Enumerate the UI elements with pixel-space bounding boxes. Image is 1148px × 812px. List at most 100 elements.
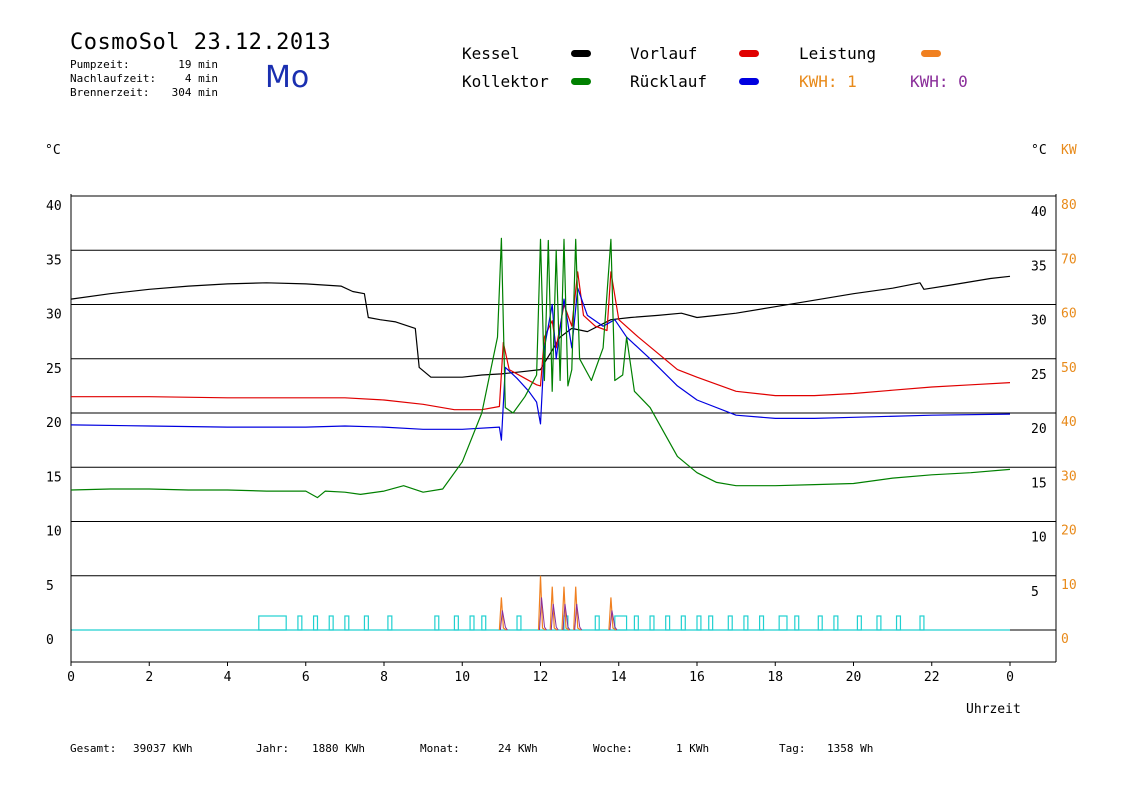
right-unit-kw-label: KW (1061, 143, 1077, 158)
x-tick-label: 18 (767, 670, 783, 685)
x-tick-label: 10 (454, 670, 470, 685)
right-kw-tick-label: 40 (1061, 415, 1077, 430)
weekday-label: Mo (265, 60, 310, 95)
right-kw-tick-label: 0 (1061, 632, 1069, 647)
legend-vorlauf-label: Vorlauf (630, 44, 698, 63)
pump-marker (817, 615, 823, 631)
series-vorlauf (71, 271, 1011, 411)
x-tick-label: 20 (846, 670, 862, 685)
pump-marker (434, 615, 440, 631)
left-tick-label: 0 (46, 633, 54, 648)
right-c-tick-label: 15 (1031, 476, 1047, 491)
burner-time-row: Brennerzeit: 304 min (70, 86, 218, 99)
left-tick-label: 5 (46, 579, 54, 594)
left-tick-label: 20 (46, 416, 62, 431)
right-kw-tick-label: 30 (1061, 469, 1077, 484)
series-kollektor (70, 237, 1011, 499)
kwh-spike (499, 610, 508, 631)
x-tick-label: 4 (224, 670, 232, 685)
right-kw-tick-label: 10 (1061, 578, 1077, 593)
x-tick-label: 2 (145, 670, 153, 685)
pump-marker (633, 615, 639, 631)
kwh-spike (539, 597, 547, 631)
footer-monat-label: Monat: (420, 742, 460, 755)
kwh-spike (562, 603, 571, 631)
pump-marker (758, 615, 765, 631)
chart-title: CosmoSol 23.12.2013 (70, 30, 332, 55)
pump-marker (876, 615, 882, 631)
right-kw-tick-label: 70 (1061, 252, 1077, 267)
right-kw-tick-label: 50 (1061, 361, 1077, 376)
pump-marker (833, 615, 839, 631)
legend-kollektor-label: Kollektor (462, 72, 549, 91)
pump-marker (312, 615, 319, 631)
pump-marker (856, 615, 862, 631)
pump-marker (363, 615, 369, 631)
pump-marker (516, 615, 522, 631)
pump-marker (727, 615, 733, 631)
pump-marker (614, 615, 628, 631)
kwh-spike (574, 603, 583, 631)
legend-ruecklauf-swatch (739, 78, 759, 85)
footer-gesamt-label: Gesamt: (70, 742, 117, 755)
pump-marker (665, 615, 671, 631)
pump-time-label: Pumpzeit: (70, 58, 130, 71)
afterrun-time-row: Nachlaufzeit: 4 min (70, 72, 218, 85)
pump-marker (708, 615, 714, 631)
x-tick-label: 14 (611, 670, 627, 685)
right-kw-tick-label: 80 (1061, 198, 1077, 213)
left-tick-label: 35 (46, 253, 62, 268)
legend-kessel-swatch (571, 50, 591, 57)
footer-woche-label: Woche: (593, 742, 633, 755)
pump-marker (344, 615, 350, 631)
left-tick-label: 40 (46, 199, 62, 214)
left-tick-label: 30 (46, 308, 62, 323)
left-tick-label: 15 (46, 470, 62, 485)
pump-marker (696, 615, 702, 631)
pump-marker (680, 615, 686, 631)
x-tick-label: 22 (924, 670, 940, 685)
afterrun-time-value: 4 min (184, 72, 218, 85)
footer-tag-value: 1358 Wh (827, 742, 874, 755)
burner-time-value: 304 min (171, 86, 218, 99)
left-unit-label: °C (45, 143, 61, 158)
pump-marker (469, 615, 475, 631)
pump-marker (919, 615, 925, 631)
x-tick-label: 12 (533, 670, 549, 685)
x-tick-label: 0 (67, 670, 75, 685)
legend-vorlauf-swatch (739, 50, 759, 57)
x-tick-label: 8 (380, 670, 388, 685)
x-axis-label: Uhrzeit (966, 702, 1021, 717)
right-c-tick-label: 25 (1031, 368, 1047, 383)
legend-ruecklauf-label: Rücklauf (630, 72, 708, 91)
legend-kollektor-swatch (571, 78, 591, 85)
footer-tag-label: Tag: (779, 742, 806, 755)
footer-jahr-label: Jahr: (256, 742, 290, 755)
legend-kessel-label: Kessel (462, 44, 520, 63)
pump-marker (743, 615, 749, 631)
pump-marker (895, 615, 902, 631)
series-rcklauf (70, 287, 1011, 441)
kwh-1-label: KWH: 1 (799, 72, 857, 91)
pump-marker (794, 615, 800, 631)
pump-marker (453, 615, 459, 631)
x-tick-label: 16 (689, 670, 705, 685)
right-c-tick-label: 35 (1031, 259, 1047, 274)
right-kw-tick-label: 60 (1061, 307, 1077, 322)
pump-marker (297, 615, 303, 631)
series-kessel (70, 275, 1011, 378)
legend-leistung-label: Leistung (799, 44, 877, 63)
pump-time-value: 19 min (178, 58, 218, 71)
burner-time-label: Brennerzeit: (70, 86, 150, 99)
right-c-tick-label: 40 (1031, 205, 1047, 220)
footer-monat-value: 24 KWh (498, 742, 538, 755)
pump-marker (649, 615, 655, 631)
right-kw-tick-label: 20 (1061, 524, 1077, 539)
legend-leistung-swatch (921, 50, 941, 57)
afterrun-time-label: Nachlaufzeit: (70, 72, 157, 85)
x-tick-label: 6 (302, 670, 310, 685)
right-unit-c-label: °C (1031, 143, 1047, 158)
pump-marker (481, 615, 487, 631)
footer-jahr-value: 1880 KWh (312, 742, 365, 755)
